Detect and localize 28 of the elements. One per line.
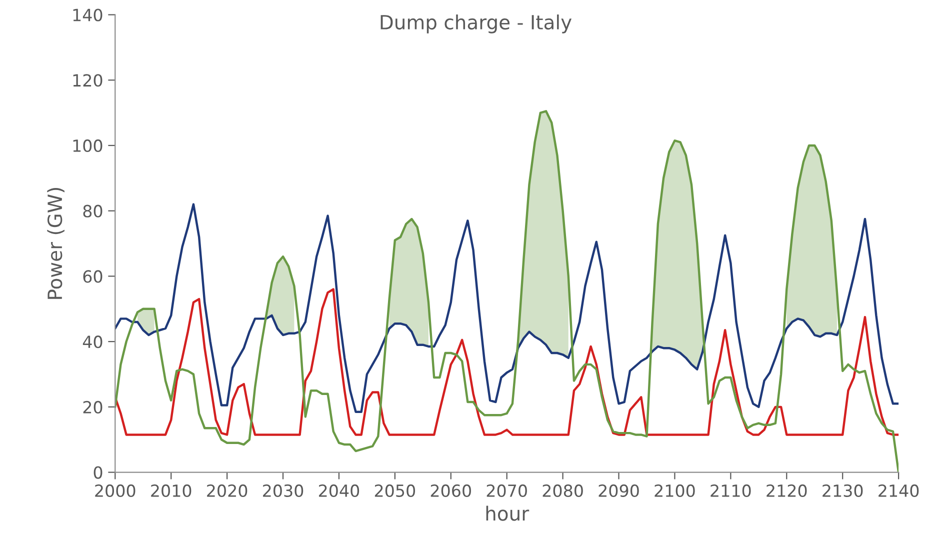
x-tick-label: 2130 bbox=[822, 484, 863, 497]
chart-title: Dump charge - Italy bbox=[380, 14, 572, 34]
y-axis-title: Power (GW) bbox=[47, 188, 64, 299]
x-tick-label: 2010 bbox=[151, 484, 192, 497]
x-tick-label: 2060 bbox=[430, 484, 471, 497]
y-tick-label: 100 bbox=[73, 139, 102, 152]
y-tick-label: 80 bbox=[83, 204, 102, 218]
y-tick-label: 60 bbox=[83, 270, 102, 283]
x-tick-label: 2030 bbox=[263, 484, 304, 497]
line-series bbox=[115, 288, 899, 436]
y-tick-label: 140 bbox=[73, 8, 102, 22]
x-tick-label: 2100 bbox=[654, 484, 695, 497]
x-tick-label: 2050 bbox=[374, 484, 416, 497]
x-tick-label: 2120 bbox=[766, 484, 807, 497]
x-tick-label: 2020 bbox=[207, 484, 248, 497]
x-tick-label: 2070 bbox=[486, 484, 527, 497]
x-tick-label: 2040 bbox=[318, 484, 360, 497]
y-tick-label: 40 bbox=[82, 336, 102, 348]
x-axis-title: hour bbox=[486, 506, 530, 521]
x-tick-label: 2000 bbox=[95, 484, 136, 497]
x-tick-label: 2110 bbox=[710, 484, 751, 497]
x-tick-label: 2090 bbox=[598, 484, 639, 497]
y-tick-label: 120 bbox=[73, 74, 102, 87]
y-tick-label: 20 bbox=[83, 400, 102, 414]
x-tick-label: 2140 bbox=[878, 484, 919, 497]
x-tick-label: 2080 bbox=[542, 484, 583, 497]
line-series bbox=[115, 203, 899, 413]
y-tick-label: 0 bbox=[94, 466, 102, 479]
